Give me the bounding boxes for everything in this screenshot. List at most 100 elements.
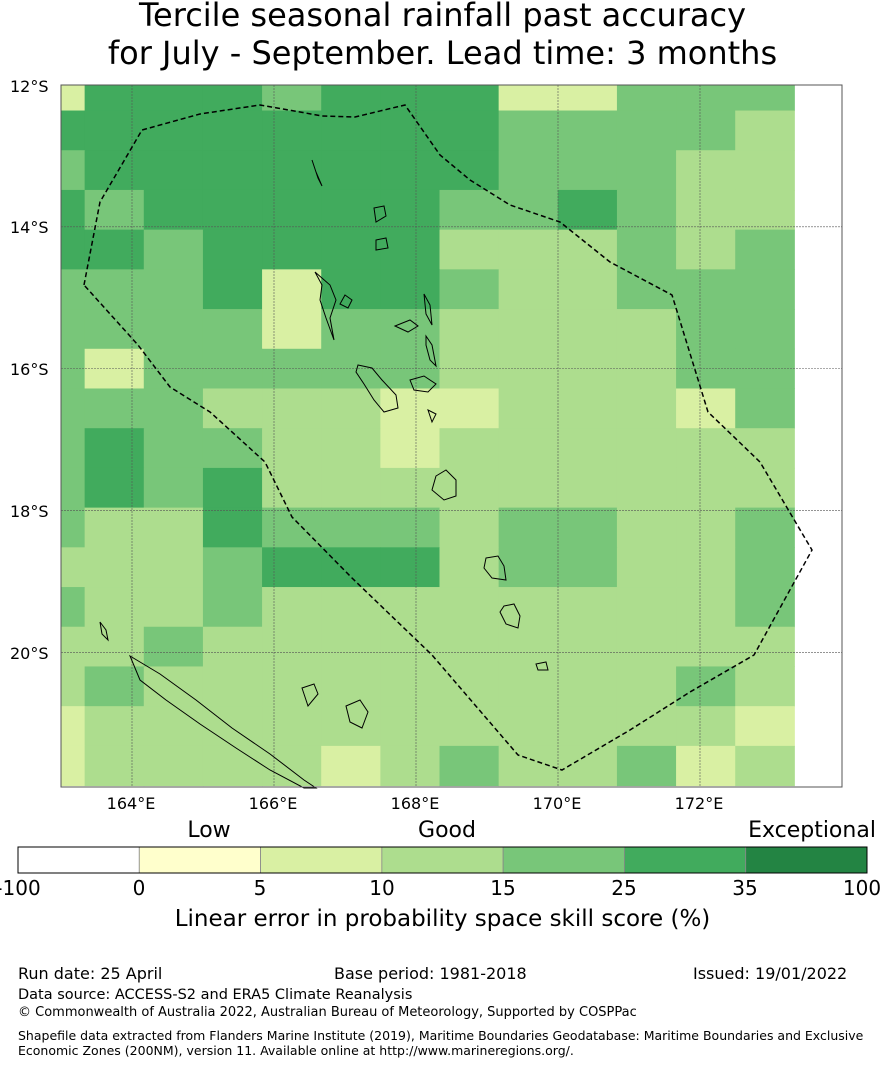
colorbar-segment [381, 846, 504, 874]
skill-cell [321, 626, 381, 667]
skill-cell [380, 150, 441, 191]
skill-cell [439, 150, 500, 191]
skill-cell [498, 269, 559, 310]
lon-label: 170°E [532, 794, 582, 813]
skill-cell [676, 229, 736, 270]
skill-cell [84, 626, 145, 667]
skill-cell [439, 745, 500, 787]
map-gridlines [61, 85, 842, 787]
skill-cell [616, 547, 677, 588]
skill-cell [380, 428, 441, 469]
skill-cell [202, 388, 263, 429]
skill-cell [498, 706, 559, 747]
skill-cell [735, 150, 795, 191]
skill-cell [143, 467, 204, 509]
skill-cell [735, 85, 795, 112]
skill-cell [262, 150, 322, 191]
skill-cell [498, 428, 559, 469]
colorbar-tick: 10 [369, 876, 395, 900]
skill-cell [143, 706, 204, 747]
skill-cell [735, 706, 795, 747]
skill-cell [321, 269, 381, 310]
colorbar-tick: 35 [732, 876, 758, 900]
skill-cell [676, 666, 736, 707]
island-epi [427, 409, 437, 424]
skill-cell [380, 626, 441, 667]
skill-cell [61, 507, 86, 548]
skill-cell [262, 110, 322, 151]
skill-cell [84, 388, 145, 429]
skill-cell [321, 85, 381, 112]
coastlines [99, 159, 549, 789]
skill-cell [557, 110, 618, 151]
skill-cell [321, 467, 381, 509]
island-banks-1 [373, 205, 387, 223]
skill-cell [143, 85, 204, 112]
colorbar-frame [17, 846, 868, 874]
skill-cell [202, 467, 263, 509]
skill-cell [61, 150, 86, 191]
skill-cell [202, 666, 263, 707]
skill-cell [616, 467, 677, 509]
data-source: Data source: ACCESS-S2 and ERA5 Climate … [18, 987, 413, 1003]
skill-cell [616, 229, 677, 270]
issued-date: Issued: 19/01/2022 [693, 964, 848, 983]
skill-cell [202, 587, 263, 628]
skill-cell [143, 428, 204, 469]
skill-cell [616, 666, 677, 707]
island-maewo [423, 293, 433, 326]
skill-cell [61, 547, 86, 588]
category-low: Low [187, 818, 231, 843]
skill-cell [380, 110, 441, 151]
skill-cell [735, 745, 795, 787]
island-torres [311, 159, 323, 187]
skill-cell [143, 745, 204, 787]
skill-cell [61, 706, 86, 747]
island-pentecost [425, 334, 437, 368]
skill-cell [84, 745, 145, 787]
skill-cell [262, 587, 322, 628]
skill-cell [439, 706, 500, 747]
skill-cell [84, 269, 145, 310]
skill-cell [676, 706, 736, 747]
skill-cell [557, 269, 618, 310]
skill-cell [84, 189, 145, 231]
skill-cell [380, 706, 441, 747]
skill-cell [262, 547, 322, 588]
island-efate [431, 469, 457, 501]
skill-cell [735, 229, 795, 270]
skill-cell [143, 666, 204, 707]
skill-cell [84, 666, 145, 707]
skill-cell [557, 467, 618, 509]
skill-cell [61, 666, 86, 707]
skill-cell [61, 428, 86, 469]
skill-cell [380, 507, 441, 548]
skill-cell [616, 85, 677, 112]
skill-cell [262, 745, 322, 787]
skill-cell [61, 626, 86, 667]
skill-cell [676, 428, 736, 469]
lat-label: 20°S [10, 644, 49, 663]
colorbar-tick: 0 [132, 876, 146, 900]
skill-cell [439, 428, 500, 469]
skill-cell [498, 110, 559, 151]
skill-cell [735, 666, 795, 707]
skill-cell [557, 189, 618, 231]
skill-cell [380, 745, 441, 787]
skill-cell [676, 309, 736, 350]
skill-cell [84, 467, 145, 509]
island-tanna [499, 603, 521, 629]
skill-cell [557, 150, 618, 191]
colorbar-segment [745, 846, 868, 874]
skill-cell [616, 745, 677, 787]
skill-cell [143, 269, 204, 310]
skill-cell [735, 626, 795, 667]
skill-cell [439, 189, 500, 231]
skill-cell [321, 388, 381, 429]
skill-cell [557, 706, 618, 747]
skill-cell [84, 150, 145, 191]
skill-cell [498, 467, 559, 509]
skill-cell [84, 229, 145, 270]
skill-cell [557, 507, 618, 548]
skill-cell [202, 110, 263, 151]
